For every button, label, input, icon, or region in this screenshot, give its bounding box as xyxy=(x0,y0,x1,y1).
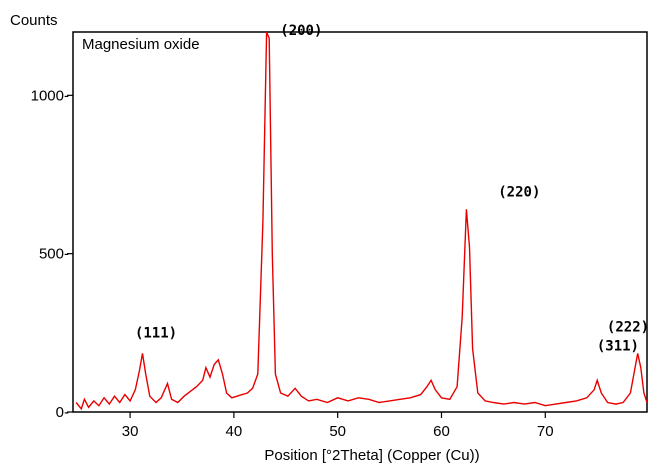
x-axis-title: Position [°2Theta] (Copper (Cu)) xyxy=(264,447,479,464)
legend-label: Magnesium oxide xyxy=(82,36,200,53)
x-tick-label: 60 xyxy=(433,423,450,440)
plot-frame xyxy=(72,31,648,413)
series-line xyxy=(75,32,647,411)
peak-label: (222) xyxy=(607,319,649,335)
y-tick-label: 500- xyxy=(39,246,69,263)
x-tick-label: 50 xyxy=(329,423,346,440)
peak-label: (200) xyxy=(280,23,322,39)
y-tick-label: 1000- xyxy=(31,87,69,104)
peak-label: (220) xyxy=(498,185,540,201)
x-tick-label: 70 xyxy=(537,423,554,440)
x-axis: 30 40 50 60 70 xyxy=(122,412,554,440)
peak-annotations: (111) (200) (220) (311) (222) xyxy=(135,23,649,354)
x-tick-label: 30 xyxy=(122,423,139,440)
peak-label: (111) xyxy=(135,326,177,342)
x-tick-label: 40 xyxy=(226,423,243,440)
peak-label: (311) xyxy=(597,338,639,354)
y-axis-title: Counts xyxy=(10,12,58,29)
y-axis: 0- 500- 1000- xyxy=(31,87,73,421)
y-tick-label: 0- xyxy=(56,404,69,421)
